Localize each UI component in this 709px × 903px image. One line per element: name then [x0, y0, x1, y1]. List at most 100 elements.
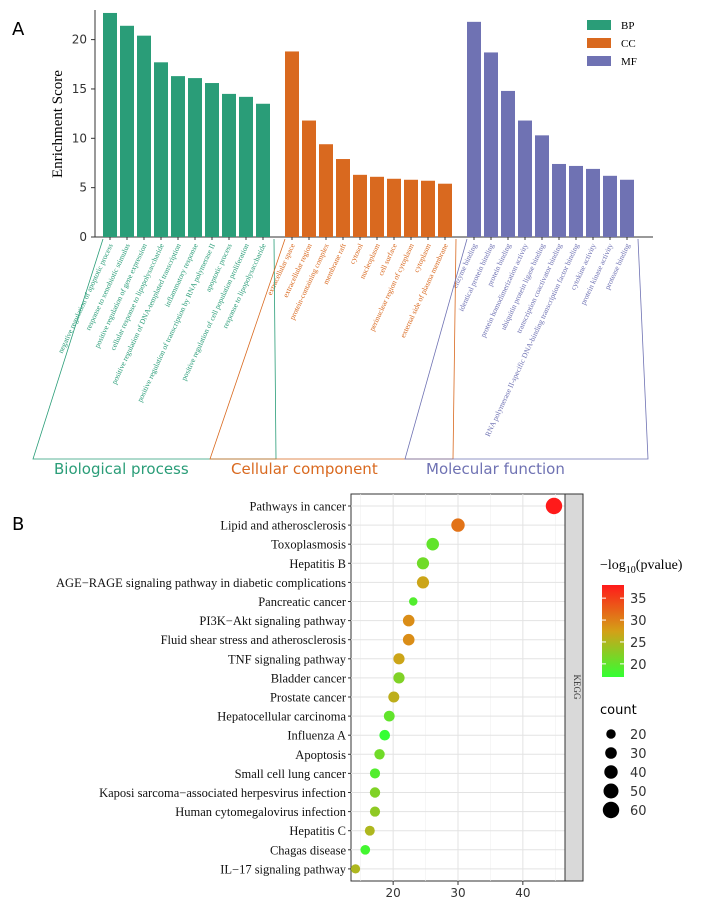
- panel-b-label: B: [12, 514, 24, 535]
- pathway-point: [388, 691, 400, 703]
- bars: [103, 12, 634, 238]
- category-groups: Biological process Cellular component Mole…: [32, 238, 649, 478]
- bar-bp: [188, 78, 202, 237]
- pathway-point: [383, 710, 395, 722]
- pathway-label: Toxoplasmosis: [271, 538, 346, 552]
- bar-bp: [256, 103, 270, 238]
- pathway-point: [393, 653, 405, 665]
- bar-cc: [285, 51, 299, 237]
- pathway-point: [451, 518, 465, 532]
- y-tick-label: 10: [72, 131, 87, 145]
- pathway-point: [545, 497, 563, 515]
- bar-bp: [120, 25, 134, 237]
- size-legend-dot: [606, 729, 616, 739]
- bar-mf: [586, 168, 600, 237]
- size-legend-label: 20: [630, 728, 647, 743]
- bar-mf: [501, 90, 515, 237]
- pathway-label: Hepatitis C: [289, 824, 346, 838]
- pathway-label: Prostate cancer: [270, 691, 347, 705]
- color-legend: −log10(pvalue) 20 25 30 35: [600, 558, 683, 677]
- group-bracket: [404, 238, 649, 460]
- size-legend-dot: [602, 801, 620, 819]
- bar-cc: [404, 179, 418, 237]
- pathway-label: Small cell lung cancer: [235, 767, 347, 781]
- bar-mf: [467, 21, 481, 238]
- color-legend-bar: [602, 585, 624, 677]
- bar-cc: [336, 159, 350, 237]
- facet-strip: [564, 493, 584, 882]
- group-label: Molecular function: [426, 460, 565, 478]
- bar-mf: [518, 120, 532, 237]
- size-legend-dot: [604, 765, 618, 779]
- size-legend-title: count: [600, 703, 637, 718]
- pathway-label: Chagas disease: [270, 843, 346, 857]
- pathway-point: [369, 787, 381, 798]
- color-legend-label: 20: [630, 658, 647, 673]
- pathway-point: [393, 672, 405, 684]
- y-tick-label: 15: [72, 82, 87, 96]
- bar-cc: [353, 174, 367, 237]
- bar-cc: [302, 120, 316, 237]
- size-legend-label: 50: [630, 785, 647, 800]
- bar-bp: [154, 62, 168, 237]
- legend-swatch-mf: [587, 56, 611, 66]
- bar-mf: [552, 163, 566, 237]
- color-legend-label: 30: [630, 614, 647, 629]
- y-tick-label: 20: [72, 33, 87, 47]
- bar-chart-panel: Enrichment Score 0 5 10 15 20 negative regul…: [32, 10, 653, 478]
- pathway-point: [402, 614, 415, 627]
- size-legend: count 20 30 40 50 60: [600, 703, 647, 819]
- x-tick-label: 20: [386, 886, 401, 900]
- pathway-label: Apoptosis: [295, 748, 346, 762]
- bar-bp: [137, 35, 151, 237]
- x-tick-label: 40: [515, 886, 530, 900]
- pathway-point: [364, 825, 375, 836]
- legend-label: MF: [621, 56, 637, 68]
- pathway-point: [426, 537, 439, 551]
- bar-mf: [603, 175, 617, 237]
- legend-label: BP: [621, 20, 634, 32]
- bar-cc: [387, 178, 401, 237]
- y-tick-label: 5: [79, 181, 87, 195]
- bar-bp: [171, 76, 185, 237]
- pathway-point: [409, 597, 418, 606]
- bar-mf: [484, 52, 498, 237]
- bar-bp: [239, 96, 253, 237]
- bar-mf: [620, 179, 634, 237]
- size-legend-label: 30: [630, 747, 647, 762]
- x-tick-label: 30: [450, 886, 465, 900]
- pathway-label: Hepatitis B: [289, 557, 346, 571]
- pathway-point: [350, 864, 361, 874]
- size-legend-label: 40: [630, 766, 647, 781]
- pathway-label: Pancreatic cancer: [258, 595, 347, 609]
- legend-swatch-bp: [587, 20, 611, 30]
- pathway-label: IL−17 signaling pathway: [220, 862, 347, 876]
- group-label: Cellular component: [231, 460, 378, 478]
- pathway-label: Lipid and atherosclerosis: [220, 519, 346, 533]
- pathway-point: [402, 633, 415, 646]
- pathway-label: AGE−RAGE signaling pathway in diabetic c…: [56, 576, 346, 590]
- group-bracket: [32, 238, 277, 460]
- bar-bp: [222, 93, 236, 238]
- dot-plot-panel: Pathways in cancer Lipid and atherosclero…: [56, 493, 683, 900]
- color-legend-title: −log10(pvalue): [600, 558, 683, 576]
- bar-cc: [370, 176, 384, 237]
- pathway-label: TNF signaling pathway: [228, 652, 347, 666]
- x-tick-label: cytosol: [347, 242, 364, 265]
- pathway-label: Human cytomegalovirus infection: [175, 805, 347, 819]
- bar-cc: [421, 180, 435, 237]
- bar-bp: [205, 83, 219, 237]
- facet-label: KEGG: [572, 675, 582, 700]
- pathway-point: [374, 749, 385, 760]
- pathway-label: Fluid shear stress and atherosclerosis: [161, 633, 347, 647]
- pathway-label: PI3K−Akt signaling pathway: [199, 614, 346, 628]
- pathway-point: [369, 768, 381, 779]
- y-tick-labels: Pathways in cancer Lipid and atherosclero…: [56, 500, 351, 876]
- color-legend-label: 35: [630, 592, 647, 607]
- bar-bp: [103, 12, 117, 237]
- pathway-label: Influenza A: [287, 729, 346, 743]
- y-axis-label: Enrichment Score: [50, 70, 66, 178]
- size-legend-dot: [605, 747, 617, 759]
- pathway-point: [369, 806, 381, 817]
